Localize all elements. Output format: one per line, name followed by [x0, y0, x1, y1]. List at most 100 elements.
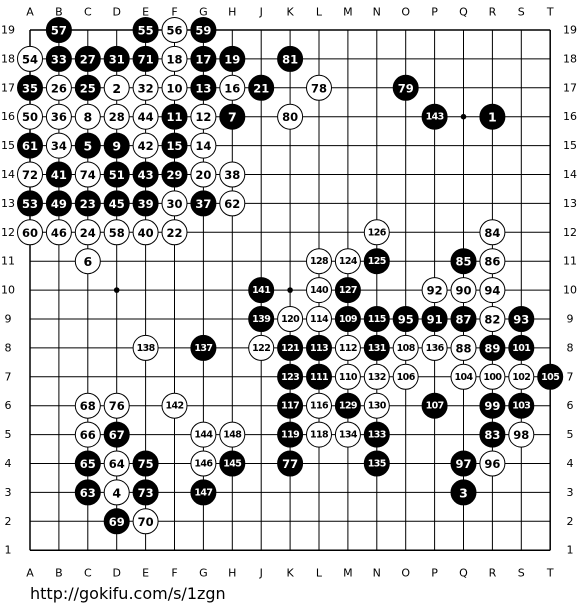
stone-disc: [103, 45, 130, 72]
move-number: 27: [80, 52, 96, 66]
black-stone: 127: [334, 277, 361, 304]
stone-disc: [161, 74, 188, 101]
black-stone: 69: [103, 508, 130, 535]
black-stone: 93: [508, 306, 535, 332]
stone-disc: [161, 392, 188, 419]
black-stone: 11: [161, 103, 188, 130]
move-number: 80: [282, 110, 298, 124]
move-number: 139: [252, 314, 270, 325]
stone-disc: [508, 363, 535, 390]
black-stone: 95: [392, 306, 419, 332]
stone-disc: [479, 363, 506, 390]
row-label-right: 11: [563, 255, 577, 268]
move-number: 133: [368, 430, 386, 441]
white-stone: 86: [479, 248, 506, 275]
stone-disc: [161, 190, 188, 217]
stone-disc: [334, 306, 361, 332]
black-stone: 37: [190, 190, 217, 217]
move-number: 72: [22, 168, 38, 182]
row-label-left: 17: [1, 81, 15, 94]
white-stone: 56: [161, 17, 188, 43]
stone-disc: [219, 74, 246, 101]
move-number: 130: [368, 401, 387, 412]
move-number: 126: [368, 227, 387, 238]
row-label-right: 8: [567, 341, 574, 354]
column-label-bottom: A: [26, 567, 34, 580]
move-number: 83: [484, 428, 500, 442]
white-stone: 122: [248, 334, 275, 361]
stone-disc: [479, 103, 506, 130]
stone-disc: [306, 306, 332, 332]
stone-disc: [248, 334, 275, 361]
stone-disc: [161, 132, 188, 159]
move-number: 108: [397, 343, 416, 354]
move-number: 106: [397, 372, 416, 383]
white-stone: 148: [219, 421, 246, 448]
stone-disc: [479, 277, 506, 304]
white-stone: 46: [45, 219, 72, 246]
stone-disc: [219, 421, 246, 448]
row-label-right: 12: [563, 226, 577, 239]
row-label-left: 9: [5, 313, 12, 326]
stone-disc: [103, 392, 130, 419]
move-number: 113: [310, 343, 328, 354]
row-label-left: 10: [1, 284, 15, 297]
black-stone: 101: [508, 334, 535, 361]
move-number: 21: [253, 81, 269, 95]
white-stone: 28: [103, 103, 130, 130]
white-stone: 38: [219, 161, 246, 188]
move-number: 132: [368, 372, 386, 383]
black-stone: 25: [74, 74, 101, 101]
move-number: 2: [112, 81, 121, 96]
column-label-bottom: L: [316, 567, 323, 580]
stone-disc: [334, 334, 361, 361]
move-number: 85: [455, 255, 471, 269]
move-number: 79: [398, 81, 414, 95]
column-label-bottom: E: [142, 567, 149, 580]
stone-disc: [479, 421, 506, 448]
white-stone: 130: [363, 392, 390, 419]
stone-disc: [190, 479, 217, 506]
move-number: 114: [310, 314, 329, 325]
white-stone: 18: [161, 45, 188, 72]
white-stone: 10: [161, 74, 188, 101]
move-number: 84: [484, 226, 500, 240]
black-stone: 135: [363, 450, 390, 477]
white-stone: 68: [74, 392, 101, 419]
move-number: 30: [166, 197, 182, 211]
column-label-top: O: [401, 6, 410, 19]
row-label-left: 13: [1, 197, 15, 210]
source-url[interactable]: http://gokifu.com/s/1zgn: [30, 584, 226, 603]
row-label-right: 17: [563, 81, 577, 94]
move-number: 90: [455, 284, 471, 298]
row-label-left: 3: [5, 486, 12, 499]
black-stone: 5: [74, 132, 101, 159]
stone-disc: [306, 277, 332, 304]
white-stone: 22: [161, 219, 188, 246]
black-stone: 23: [74, 190, 101, 217]
column-label-top: B: [55, 6, 63, 19]
stone-disc: [132, 45, 159, 72]
column-label-top: L: [316, 6, 323, 19]
stone-disc: [450, 334, 477, 361]
column-label-bottom: R: [489, 567, 497, 580]
column-label-bottom: K: [286, 567, 294, 580]
move-number: 140: [310, 285, 329, 296]
move-number: 12: [195, 110, 211, 124]
stone-disc: [306, 363, 332, 390]
black-stone: 9: [103, 132, 130, 159]
column-label-bottom: S: [518, 567, 525, 580]
move-number: 136: [426, 343, 445, 354]
white-stone: 24: [74, 219, 101, 246]
move-number: 29: [166, 168, 182, 182]
column-label-bottom: M: [343, 567, 353, 580]
stone-disc: [190, 161, 217, 188]
white-stone: 6: [74, 248, 101, 275]
stone-disc: [334, 277, 361, 304]
stone-disc: [190, 74, 217, 101]
move-number: 45: [109, 197, 125, 211]
stone-disc: [161, 219, 188, 246]
move-number: 94: [484, 284, 500, 298]
white-stone: 20: [190, 161, 217, 188]
stone-disc: [277, 45, 304, 72]
